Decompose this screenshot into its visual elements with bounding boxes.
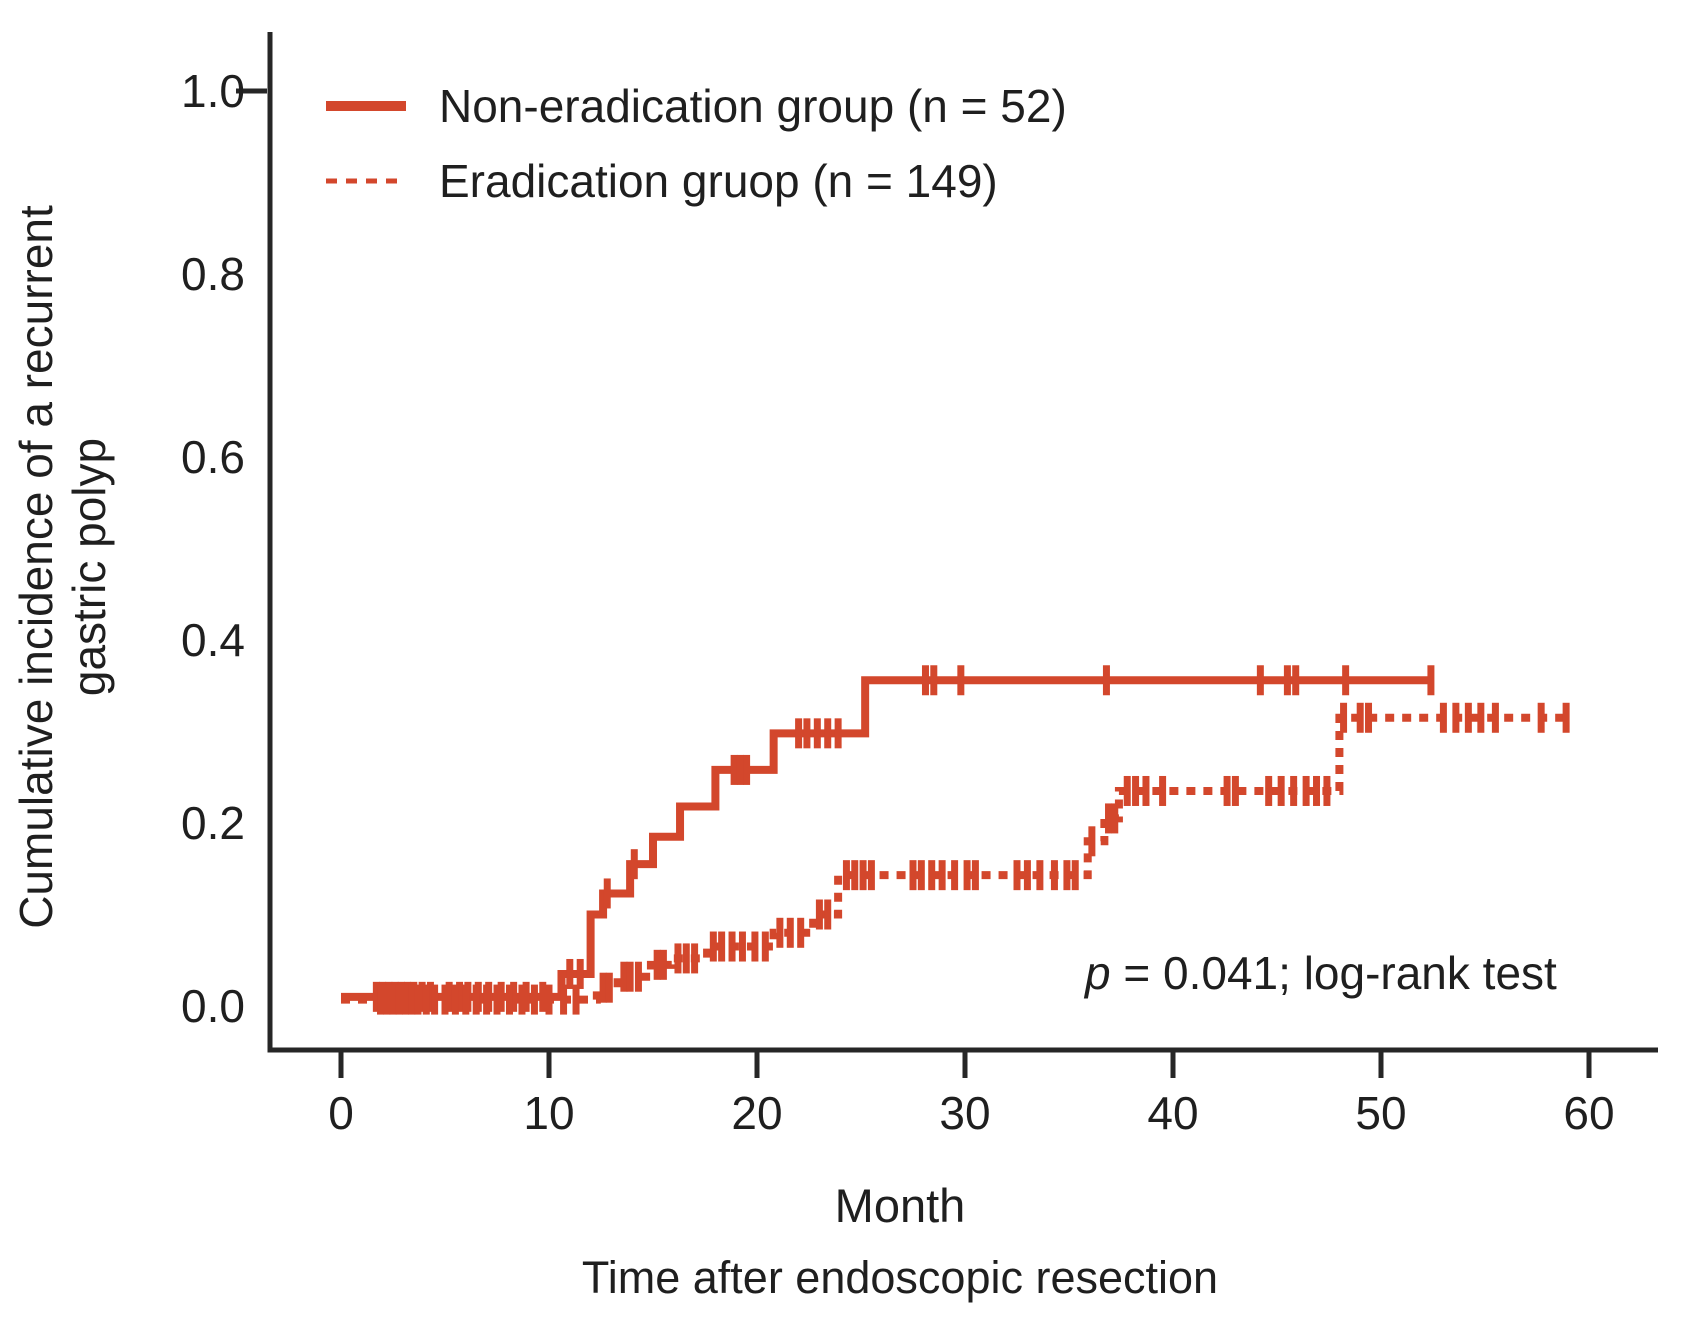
legend-solid-line-swatch bbox=[326, 101, 406, 111]
y-tick-label: 0.8 bbox=[181, 248, 245, 300]
series-solid-path bbox=[341, 676, 1433, 1001]
y-tick-label: 0.2 bbox=[181, 797, 245, 849]
legend-dashed-line-swatch bbox=[326, 178, 398, 184]
p-value-annotation: p = 0.041; log-rank test bbox=[1085, 946, 1557, 1000]
y-tick-label: 0.6 bbox=[181, 431, 245, 483]
x-tick-label: 60 bbox=[1563, 1087, 1615, 1139]
p-symbol: p bbox=[1085, 947, 1111, 999]
x-tick-label: 10 bbox=[523, 1087, 575, 1139]
x-axis-title: Month bbox=[834, 1179, 966, 1232]
legend-label-eradication: Eradication gruop (n = 149) bbox=[439, 155, 998, 207]
x-tick-label: 0 bbox=[328, 1087, 354, 1139]
x-tick-label: 50 bbox=[1355, 1087, 1407, 1139]
y-tick-label: 1.0 bbox=[181, 65, 245, 117]
x-tick-label: 20 bbox=[731, 1087, 783, 1139]
x-tick-label: 40 bbox=[1147, 1087, 1199, 1139]
legend-item-non-eradication: Non-eradication group (n = 52) bbox=[323, 76, 1067, 136]
y-tick-label: 0.0 bbox=[181, 980, 245, 1032]
legend-item-eradication: Eradication gruop (n = 149) bbox=[323, 151, 998, 211]
y-tick-label: 0.4 bbox=[181, 614, 245, 666]
y-axis-title-line2: gastric polyp bbox=[63, 437, 116, 697]
p-value-text: = 0.041; log-rank test bbox=[1110, 947, 1557, 999]
axis-lines bbox=[267, 32, 1658, 1053]
censor-marks-dashed bbox=[377, 702, 1570, 1015]
legend-label-non-eradication: Non-eradication group (n = 52) bbox=[439, 80, 1067, 132]
x-tick-label: 30 bbox=[939, 1087, 991, 1139]
y-axis-title-line1: Cumulative incidence of a recurrent bbox=[10, 205, 62, 929]
y-axis-title: Cumulative incidence of a recurrent gast… bbox=[10, 22, 120, 1112]
x-axis-subtitle: Time after endoscopic resection bbox=[581, 1252, 1219, 1303]
